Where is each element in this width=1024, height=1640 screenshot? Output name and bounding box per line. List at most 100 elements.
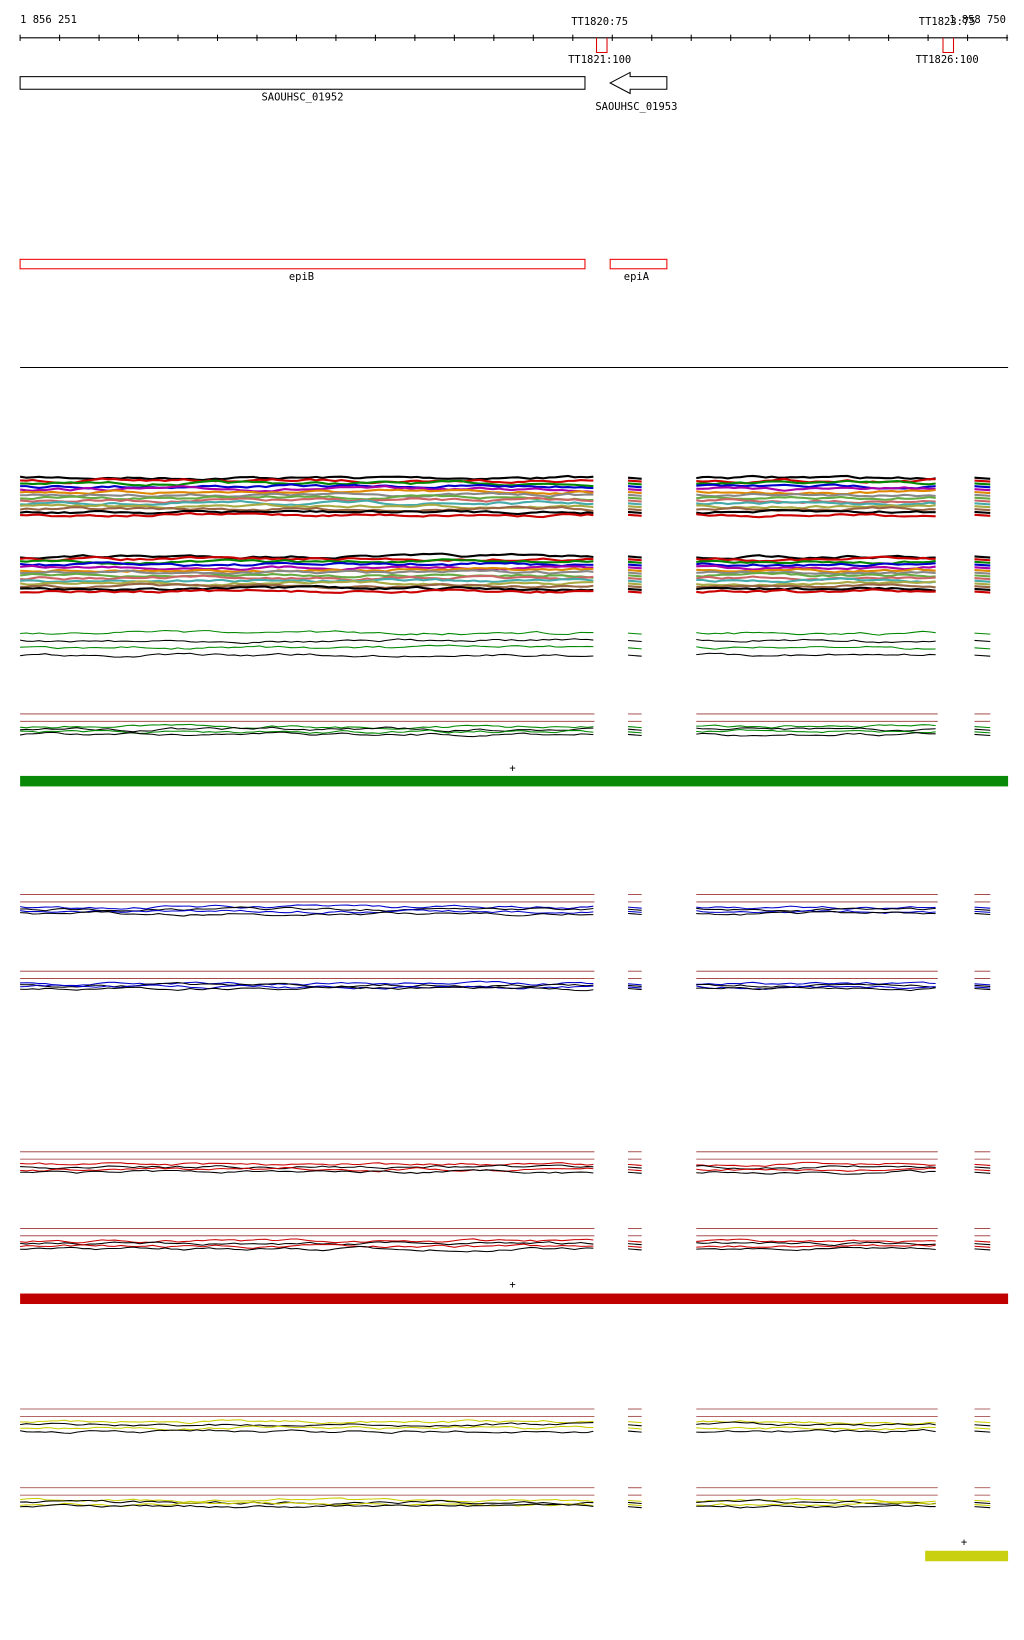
feature[interactable] (609, 258, 668, 270)
signal-line (20, 499, 594, 507)
signal-line (696, 911, 936, 916)
signal-line (20, 652, 594, 658)
signal-line (20, 980, 594, 987)
signal-line (19, 509, 594, 516)
signal-line (696, 474, 936, 481)
signal-line (627, 574, 642, 578)
signal-line (20, 479, 594, 488)
signal-line (20, 986, 594, 992)
signal-line (20, 569, 594, 576)
signal-line (20, 1241, 594, 1246)
signal-line (19, 505, 594, 513)
signal-line (974, 488, 991, 492)
terminator-label: TT1821:100 (568, 54, 631, 66)
signal-line (20, 552, 594, 560)
signal-line (974, 728, 991, 731)
condition-bar[interactable] (925, 1550, 1009, 1562)
signal-line (20, 512, 594, 519)
signal-line (696, 1161, 936, 1167)
signal-line (696, 1421, 936, 1427)
signal-line (20, 558, 594, 566)
signal-line (627, 1427, 642, 1430)
signal-line (627, 566, 642, 570)
signal-line (627, 986, 642, 989)
signal-line (974, 563, 991, 567)
signal-line (696, 562, 936, 568)
signal-line (627, 1421, 642, 1424)
signal-line (696, 728, 936, 734)
signal-line (696, 652, 936, 657)
signal-line (974, 587, 991, 592)
condition-bar[interactable] (20, 1293, 1009, 1305)
signal-line (974, 912, 991, 916)
signal-line (20, 1245, 594, 1253)
signal-line (696, 907, 936, 912)
signal-line (627, 1248, 642, 1251)
signal-line (627, 496, 642, 500)
signal-line (627, 555, 642, 559)
signal-line (20, 910, 594, 917)
signal-line (20, 483, 594, 490)
signal-line (696, 981, 936, 986)
signal-line (627, 733, 642, 737)
signal-line (627, 726, 642, 729)
signal-line (696, 577, 936, 584)
signal-line (627, 728, 642, 731)
signal-line (627, 479, 642, 483)
signal-line (696, 571, 936, 578)
signal-line (19, 580, 594, 588)
signal-line (20, 1169, 594, 1174)
signal-line (696, 1241, 936, 1247)
signal-line (696, 488, 936, 496)
signal-line (627, 1506, 642, 1509)
signal-line (974, 585, 991, 589)
signal-line (696, 1501, 936, 1507)
signal-line (627, 1424, 642, 1427)
signal-line (696, 486, 936, 492)
signal-line (627, 987, 642, 991)
condition-bar[interactable] (20, 775, 1009, 787)
signal-line (20, 566, 594, 574)
signal-line (974, 582, 991, 586)
signal-line (974, 590, 991, 594)
gene-label: SAOUHSC_01952 (262, 92, 344, 104)
signal-line (974, 505, 991, 509)
signal-line (20, 1419, 594, 1425)
signal-line (974, 476, 991, 480)
signal-line (696, 479, 936, 486)
feature[interactable] (19, 258, 586, 270)
signal-line (974, 510, 991, 515)
signal-line (627, 1504, 642, 1507)
signal-line (974, 986, 991, 989)
signal-line (20, 577, 594, 584)
strand-marker: + (509, 763, 515, 775)
gene[interactable] (609, 71, 668, 95)
signal-line (974, 482, 991, 486)
signal-line (696, 724, 936, 729)
signal-line (20, 638, 594, 645)
signal-line (696, 638, 936, 644)
signal-line (627, 1243, 642, 1246)
signal-line (627, 485, 642, 489)
signal-line (974, 1501, 991, 1505)
signal-line (974, 499, 991, 503)
signal-line (627, 1499, 642, 1502)
signal-line (974, 574, 991, 578)
signal-line (696, 498, 936, 505)
signal-line (627, 490, 642, 495)
signal-line (696, 983, 936, 988)
signal-line (20, 909, 594, 915)
signal-line (20, 574, 594, 582)
signal-line (627, 632, 642, 635)
signal-line (627, 571, 642, 575)
signal-line (627, 1240, 642, 1243)
signal-line (20, 491, 594, 499)
signal-line (696, 630, 936, 636)
signal-line (696, 567, 936, 574)
signal-line (627, 560, 642, 564)
signal-line (627, 1245, 642, 1248)
signal-line (20, 584, 594, 592)
gene[interactable] (19, 76, 586, 90)
